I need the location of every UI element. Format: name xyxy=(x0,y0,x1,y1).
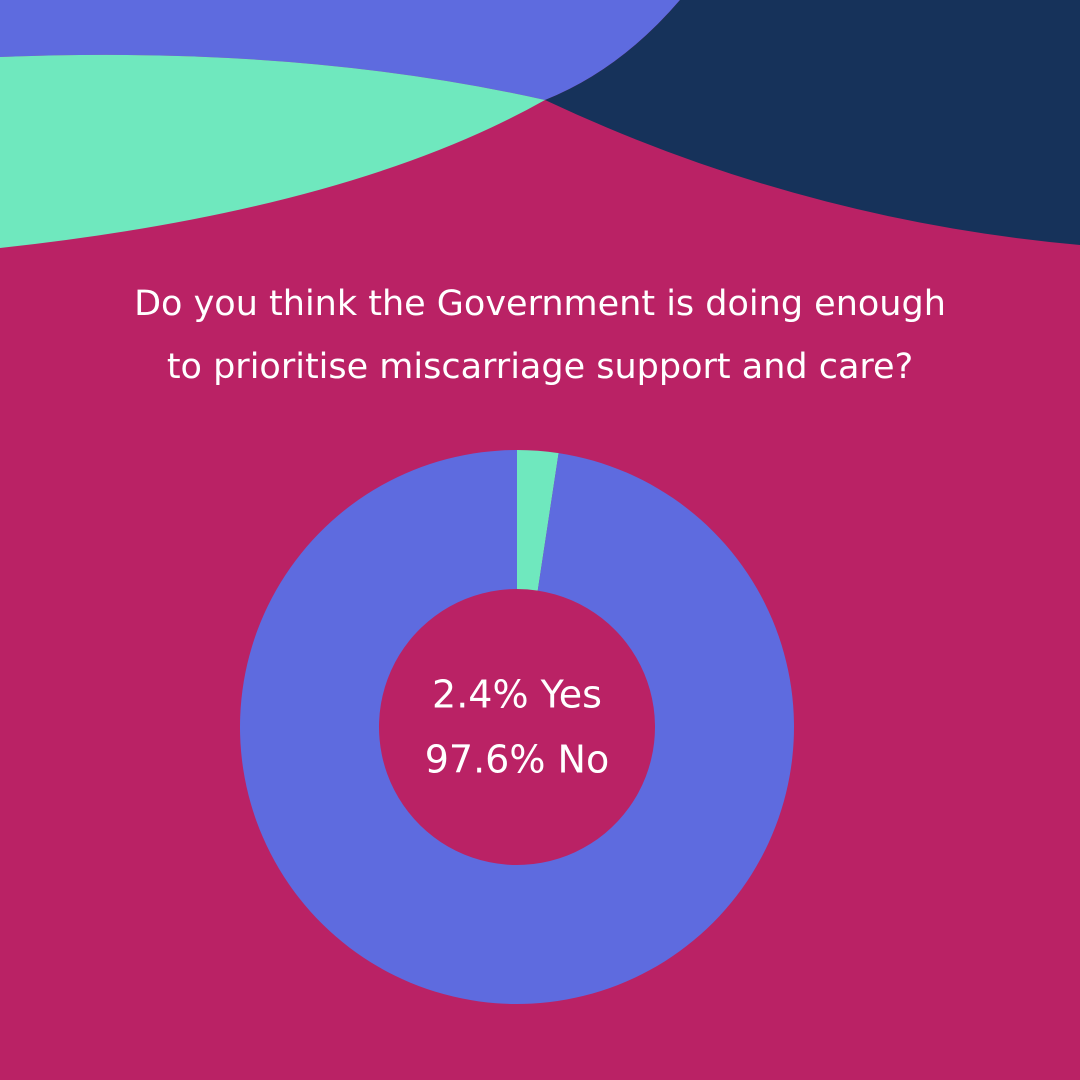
donut-slice xyxy=(240,449,794,1005)
decor-green xyxy=(0,54,545,249)
decor-navy xyxy=(545,0,1080,245)
donut-slice xyxy=(517,450,559,591)
decor-blue xyxy=(0,0,680,100)
chart-title: Do you think the Government is doing eno… xyxy=(134,284,946,387)
center-label: 97.6% No xyxy=(425,738,609,782)
center-label: 2.4% Yes xyxy=(432,673,602,717)
